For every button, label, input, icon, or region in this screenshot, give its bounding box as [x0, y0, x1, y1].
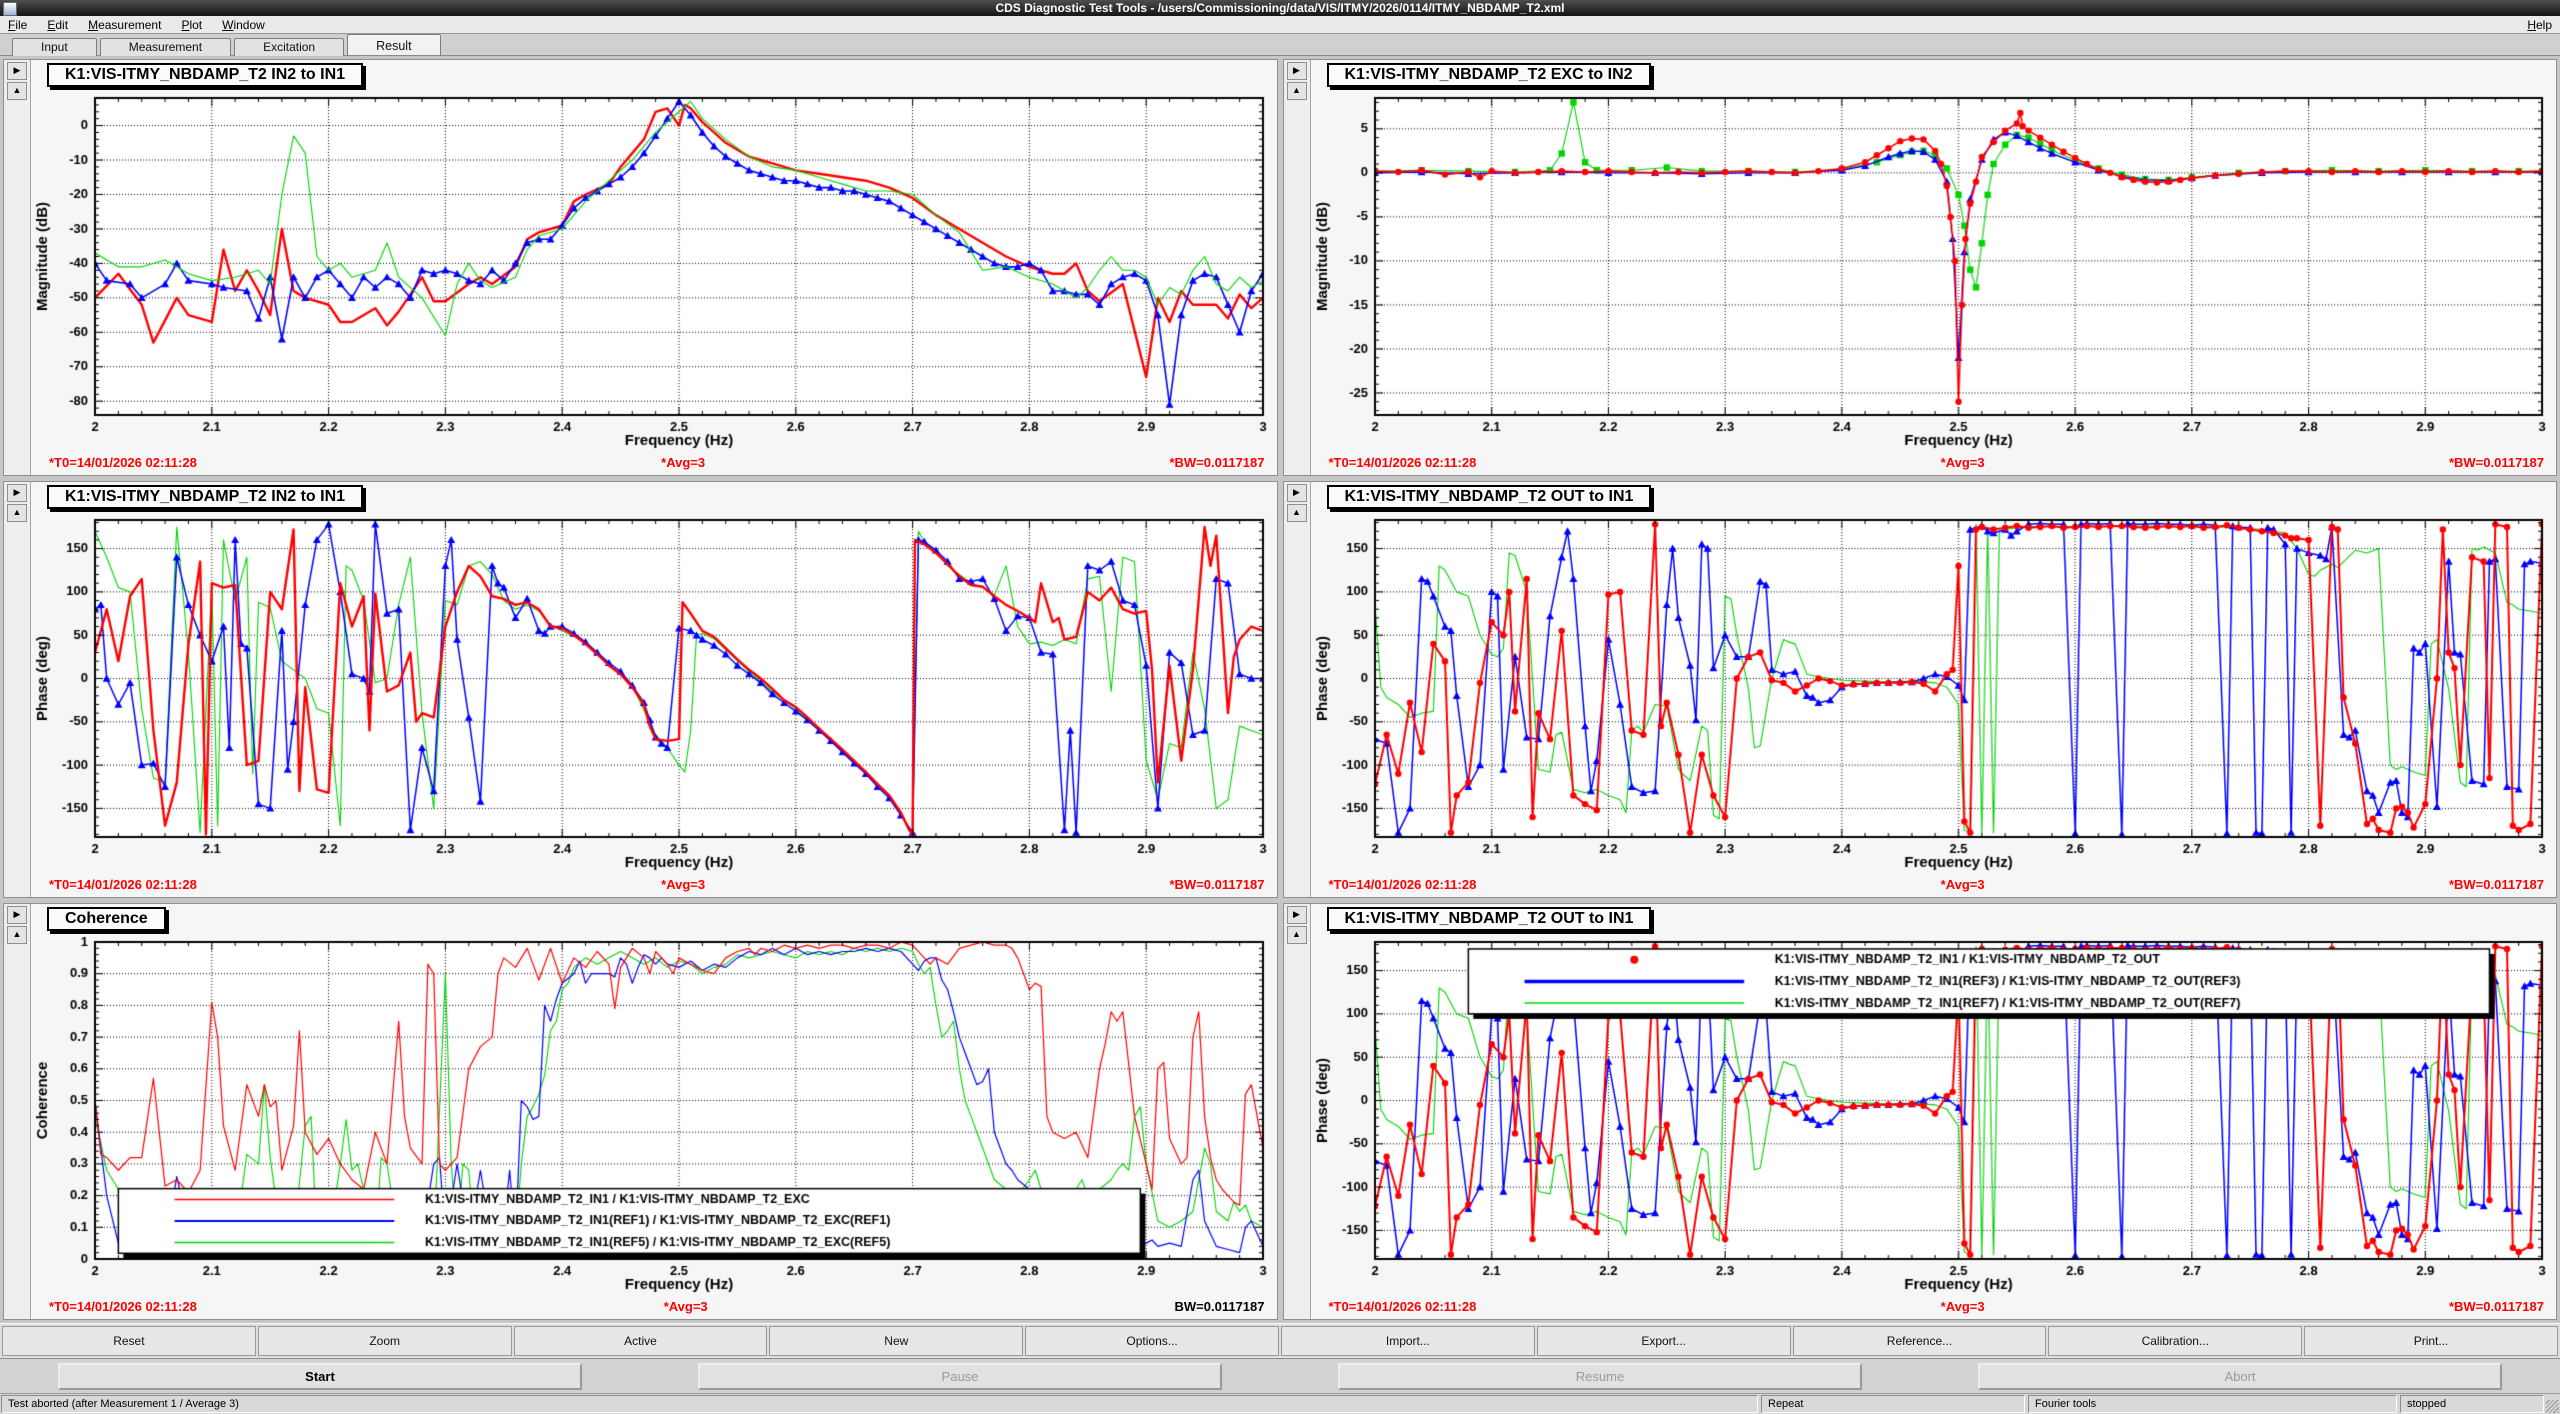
- reference-button[interactable]: Reference...: [1792, 1326, 2047, 1356]
- plot-bw: BW=0.0117187: [1174, 1298, 1265, 1314]
- plot-bw: *BW=0.0117187: [2448, 1298, 2544, 1314]
- plot-footer: *T0=14/01/2026 02:11:28 *Avg=3 *BW=0.011…: [31, 873, 1277, 897]
- pane-right-icon[interactable]: ▶: [1286, 62, 1307, 80]
- plot-avg: *Avg=3: [1940, 1298, 1985, 1314]
- plot-t0: *T0=14/01/2026 02:11:28: [49, 876, 197, 892]
- plot-avg: *Avg=3: [661, 876, 706, 892]
- tabbar: Input Measurement Excitation Result: [0, 34, 2560, 56]
- window-title: CDS Diagnostic Test Tools - /users/Commi…: [995, 1, 1565, 15]
- export-button[interactable]: Export...: [1536, 1326, 1791, 1356]
- plot-bw: *BW=0.0117187: [2448, 454, 2544, 470]
- plot-t0: *T0=14/01/2026 02:11:28: [49, 454, 197, 470]
- plot-footer: *T0=14/01/2026 02:11:28 *Avg=3 *BW=0.011…: [31, 451, 1277, 475]
- resize-grip[interactable]: [2546, 1400, 2559, 1413]
- plot-panel-mag-in2-in1: ▶ ▲ K1:VIS-ITMY_NBDAMP_T2 IN2 to IN1 *T0…: [3, 59, 1278, 476]
- status-state: stopped: [2400, 1395, 2544, 1413]
- plot-bw: *BW=0.0117187: [1169, 454, 1265, 470]
- pane-rail: ▶ ▲: [4, 482, 31, 897]
- tab-input[interactable]: Input: [12, 38, 97, 56]
- plot-bw: *BW=0.0117187: [1169, 876, 1265, 892]
- plot-avg: *Avg=3: [1940, 876, 1985, 892]
- plot-avg: *Avg=3: [661, 454, 706, 470]
- new-button[interactable]: New: [769, 1326, 1024, 1356]
- plot-title: K1:VIS-ITMY_NBDAMP_T2 EXC to IN2: [1326, 63, 1651, 87]
- reset-button[interactable]: Reset: [2, 1326, 256, 1356]
- abort-button[interactable]: Abort: [1977, 1362, 2503, 1390]
- plot-canvas-phase-out-in1-ref[interactable]: [1310, 934, 2556, 1295]
- calibration-button[interactable]: Calibration...: [2048, 1326, 2303, 1356]
- pane-rail: ▶ ▲: [1283, 482, 1311, 897]
- pane-up-icon[interactable]: ▲: [7, 504, 27, 522]
- menu-measurement[interactable]: Measurement: [88, 17, 162, 32]
- plot-panel-phase-out-in1-legend: ▶ ▲ K1:VIS-ITMY_NBDAMP_T2 OUT to IN1 *T0…: [1282, 903, 2557, 1320]
- plot-panel-phase-out-in1: ▶ ▲ K1:VIS-ITMY_NBDAMP_T2 OUT to IN1 *T0…: [1282, 481, 2557, 898]
- plot-bw: *BW=0.0117187: [2448, 876, 2544, 892]
- plot-canvas-phase-out-in1[interactable]: [1310, 512, 2556, 873]
- plot-title: K1:VIS-ITMY_NBDAMP_T2 IN2 to IN1: [47, 485, 364, 509]
- plot-t0: *T0=14/01/2026 02:11:28: [49, 1298, 197, 1314]
- plot-toolbar: Reset Zoom Active New Options... Import.…: [0, 1323, 2560, 1359]
- plot-canvas-mag-exc-in2[interactable]: [1310, 90, 2556, 451]
- plot-footer: *T0=14/01/2026 02:11:28 *Avg=3 *BW=0.011…: [1311, 873, 2557, 897]
- measurement-controls: Start Pause Resume Abort: [0, 1359, 2560, 1394]
- print-button[interactable]: Print...: [2304, 1326, 2558, 1356]
- plot-t0: *T0=14/01/2026 02:11:28: [1328, 876, 1477, 892]
- plot-canvas-phase-in2-in1[interactable]: [31, 512, 1277, 873]
- plot-panel-phase-in2-in1: ▶ ▲ K1:VIS-ITMY_NBDAMP_T2 IN2 to IN1 *T0…: [3, 481, 1278, 898]
- plot-title: K1:VIS-ITMY_NBDAMP_T2 IN2 to IN1: [47, 63, 364, 87]
- tab-excitation[interactable]: Excitation: [234, 38, 345, 56]
- pane-up-icon[interactable]: ▲: [7, 82, 27, 100]
- plot-avg: *Avg=3: [1940, 454, 1985, 470]
- status-repeat: Repeat: [1761, 1395, 2025, 1413]
- pane-rail: ▶ ▲: [1283, 904, 1311, 1319]
- menu-file[interactable]: File: [8, 17, 28, 32]
- plot-title: Coherence: [47, 907, 166, 931]
- start-button[interactable]: Start: [57, 1362, 583, 1390]
- pane-rail: ▶ ▲: [1283, 60, 1311, 475]
- zoom-button[interactable]: Zoom: [257, 1326, 512, 1356]
- plot-canvas-mag-in2-in1[interactable]: [31, 90, 1277, 451]
- plot-t0: *T0=14/01/2026 02:11:28: [1328, 454, 1477, 470]
- window-titlebar[interactable]: CDS Diagnostic Test Tools - /users/Commi…: [0, 0, 2560, 16]
- pane-up-icon[interactable]: ▲: [1286, 82, 1307, 100]
- pane-rail: ▶ ▲: [4, 904, 31, 1319]
- menu-plot[interactable]: Plot: [181, 17, 203, 32]
- active-button[interactable]: Active: [513, 1326, 768, 1356]
- plot-avg: *Avg=3: [663, 1298, 708, 1314]
- pane-up-icon[interactable]: ▲: [1286, 926, 1307, 944]
- pane-right-icon[interactable]: ▶: [1286, 484, 1307, 502]
- window-icon: [3, 2, 17, 16]
- plot-footer: *T0=14/01/2026 02:11:28 *Avg=3 BW=0.0117…: [31, 1295, 1277, 1319]
- pane-rail: ▶ ▲: [4, 60, 31, 475]
- plot-footer: *T0=14/01/2026 02:11:28 *Avg=3 *BW=0.011…: [1311, 451, 2557, 475]
- plot-t0: *T0=14/01/2026 02:11:28: [1328, 1298, 1477, 1314]
- pane-up-icon[interactable]: ▲: [1286, 504, 1307, 522]
- options-button[interactable]: Options...: [1025, 1326, 1279, 1356]
- status-message: Test aborted (after Measurement 1 / Aver…: [1, 1395, 1758, 1413]
- plot-canvas-coherence[interactable]: [31, 934, 1277, 1295]
- tab-measurement[interactable]: Measurement: [99, 38, 232, 56]
- menu-window[interactable]: Window: [222, 17, 265, 32]
- plot-title: K1:VIS-ITMY_NBDAMP_T2 OUT to IN1: [1326, 907, 1652, 931]
- pause-button[interactable]: Pause: [697, 1362, 1223, 1390]
- pane-right-icon[interactable]: ▶: [7, 484, 27, 502]
- plot-footer: *T0=14/01/2026 02:11:28 *Avg=3 *BW=0.011…: [1311, 1295, 2557, 1319]
- resume-button[interactable]: Resume: [1337, 1362, 1863, 1390]
- menu-edit[interactable]: Edit: [47, 17, 69, 32]
- plot-panel-mag-exc-in2: ▶ ▲ K1:VIS-ITMY_NBDAMP_T2 EXC to IN2 *T0…: [1282, 59, 2557, 476]
- plots-grid: ▶ ▲ K1:VIS-ITMY_NBDAMP_T2 IN2 to IN1 *T0…: [0, 56, 2560, 1323]
- pane-up-icon[interactable]: ▲: [7, 926, 27, 944]
- pane-right-icon[interactable]: ▶: [7, 906, 27, 924]
- pane-right-icon[interactable]: ▶: [7, 62, 27, 80]
- status-tools: Fourier tools: [2028, 1395, 2397, 1413]
- plot-panel-coherence: ▶ ▲ Coherence *T0=14/01/2026 02:11:28 *A…: [3, 903, 1278, 1320]
- menubar: File Edit Measurement Plot Window Help: [0, 16, 2560, 34]
- tab-result[interactable]: Result: [347, 34, 441, 55]
- menu-help[interactable]: Help: [2527, 17, 2552, 32]
- import-button[interactable]: Import...: [1280, 1326, 1535, 1356]
- pane-right-icon[interactable]: ▶: [1286, 906, 1307, 924]
- statusbar: Test aborted (after Measurement 1 / Aver…: [0, 1394, 2560, 1414]
- plot-title: K1:VIS-ITMY_NBDAMP_T2 OUT to IN1: [1326, 485, 1652, 509]
